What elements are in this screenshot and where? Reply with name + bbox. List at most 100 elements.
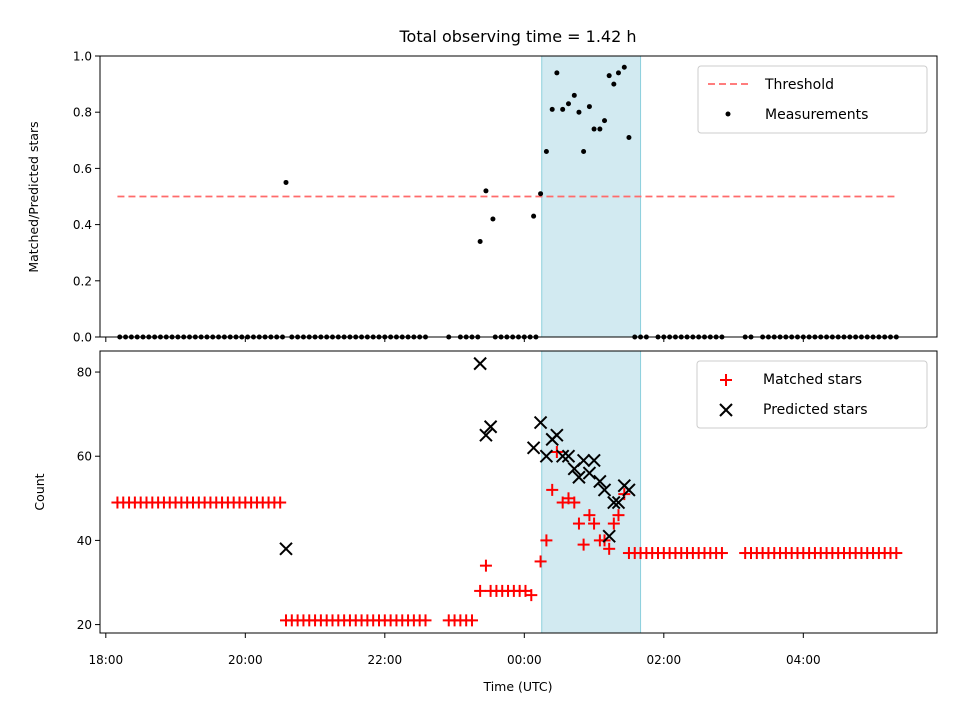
predicted-star-point: [479, 428, 493, 442]
measurement-point: [283, 179, 289, 185]
y-tick-label: 60: [77, 450, 92, 464]
measurement-point: [576, 109, 582, 115]
matched-star-point: [419, 614, 432, 627]
predicted-star-point: [576, 453, 591, 468]
measurement-point: [602, 118, 608, 124]
y-tick-label: 80: [77, 366, 92, 380]
predicted-star-point: [597, 483, 612, 497]
x-tick-label: 18:00: [89, 653, 124, 667]
legend-predicted-swatch: [719, 403, 733, 417]
matched-star-point: [479, 559, 492, 572]
measurement-point: [606, 73, 612, 79]
matched-star-point: [540, 534, 553, 547]
legend-measurements-label: Measurements: [765, 107, 868, 123]
matched-star-point: [550, 446, 563, 459]
matched-star-point: [890, 547, 903, 560]
measurement-point: [560, 106, 566, 112]
matched-star-point: [466, 614, 478, 627]
predicted-star-point: [473, 356, 487, 371]
x-tick-label: 20:00: [228, 653, 263, 667]
predicted-star-point: [483, 420, 498, 434]
legend-bottom: Matched stars Predicted stars: [696, 360, 928, 429]
measurement-point: [490, 216, 496, 222]
axes-frame-bottom: [99, 350, 938, 634]
predicted-star-point: [622, 483, 636, 497]
y-tick-label: 0.2: [73, 274, 92, 288]
matched-star-point: [607, 517, 620, 530]
matched-star-point: [603, 542, 616, 555]
measurement-point: [538, 191, 544, 197]
predicted-star-point: [533, 415, 548, 430]
measurement-point: [611, 81, 617, 87]
panel-top: 0.0 0.2 0.4 0.6 0.8 1.0 Matched/Predicted sta…: [26, 50, 938, 345]
predicted-star-point: [587, 453, 601, 468]
measurement-point: [581, 149, 587, 155]
y-tick-label: 0.6: [73, 162, 92, 176]
predicted-star-point: [561, 449, 576, 463]
legend-top: Threshold Measurements: [697, 65, 928, 134]
x-tick-label: 22:00: [368, 653, 403, 667]
legend-box-bottom: [696, 360, 928, 429]
matched-star-point: [274, 496, 287, 509]
y-tick-label: 1.0: [73, 50, 92, 64]
matched-star-point: [715, 547, 728, 560]
y-ticks-bottom: 20 40 60 80: [77, 366, 100, 632]
matched-star-point: [612, 509, 625, 522]
axes-frame-top: [99, 55, 938, 338]
measurement-point: [554, 70, 560, 76]
measurement-point: [586, 104, 592, 110]
y-tick-label: 0.8: [73, 106, 92, 120]
measurement-point: [615, 70, 621, 76]
predicted-star-point: [593, 474, 607, 489]
x-axis-label: Time (UTC): [482, 679, 552, 694]
legend-threshold-label: Threshold: [764, 77, 834, 93]
matched-star-point: [568, 496, 581, 509]
matched-star-point: [546, 483, 559, 496]
x-ticks-top: [105, 337, 804, 342]
measurement-point: [621, 64, 627, 70]
y-tick-label: 0.0: [73, 331, 92, 345]
predicted-star-point: [572, 470, 586, 484]
predicted-star-point: [526, 441, 541, 455]
measurement-point: [531, 213, 537, 219]
matched-stars-points: [111, 446, 903, 627]
predicted-star-point: [555, 449, 570, 463]
y-axis-label-bottom: Count: [32, 473, 47, 510]
y-tick-label: 0.4: [73, 218, 92, 232]
measurement-point: [571, 92, 577, 98]
predicted-star-point: [550, 428, 564, 442]
matched-star-point: [583, 509, 596, 522]
x-tick-label: 02:00: [647, 653, 682, 667]
measurement-point: [591, 126, 597, 132]
predicted-star-point: [602, 529, 616, 543]
matched-star-point: [572, 517, 585, 530]
matched-star-point: [534, 555, 547, 568]
y-ticks-top: 0.0 0.2 0.4 0.6 0.8 1.0: [73, 50, 100, 345]
legend-matched-label: Matched stars: [763, 372, 862, 388]
predicted-star-point: [611, 495, 626, 510]
y-tick-label: 20: [77, 618, 92, 632]
measurement-point: [597, 126, 603, 132]
matched-star-point: [577, 538, 590, 551]
x-tick-label: 04:00: [786, 653, 821, 667]
figure-title: Total observing time = 1.42 h: [398, 27, 636, 46]
x-ticks-bottom: 18:00 20:00 22:00 00:00 02:00 04:00: [89, 633, 821, 667]
legend-matched-swatch: [720, 374, 732, 386]
x-tick-label: 00:00: [507, 653, 542, 667]
legend-predicted-label: Predicted stars: [763, 402, 868, 418]
legend-measurement-swatch: [725, 111, 731, 117]
predicted-stars-points: [279, 356, 636, 556]
measurement-point: [543, 149, 549, 155]
matched-star-point: [474, 584, 487, 597]
predicted-star-point: [279, 542, 293, 556]
measurement-point: [626, 134, 632, 140]
legend-box-top: [697, 65, 928, 134]
measurement-point: [549, 106, 555, 112]
y-tick-label: 40: [77, 534, 92, 548]
predicted-star-point: [539, 449, 554, 463]
y-axis-label-top: Matched/Predicted stars: [26, 121, 41, 272]
predicted-star-point: [607, 495, 621, 510]
measurement-point: [565, 101, 571, 107]
predicted-star-point: [582, 466, 597, 480]
